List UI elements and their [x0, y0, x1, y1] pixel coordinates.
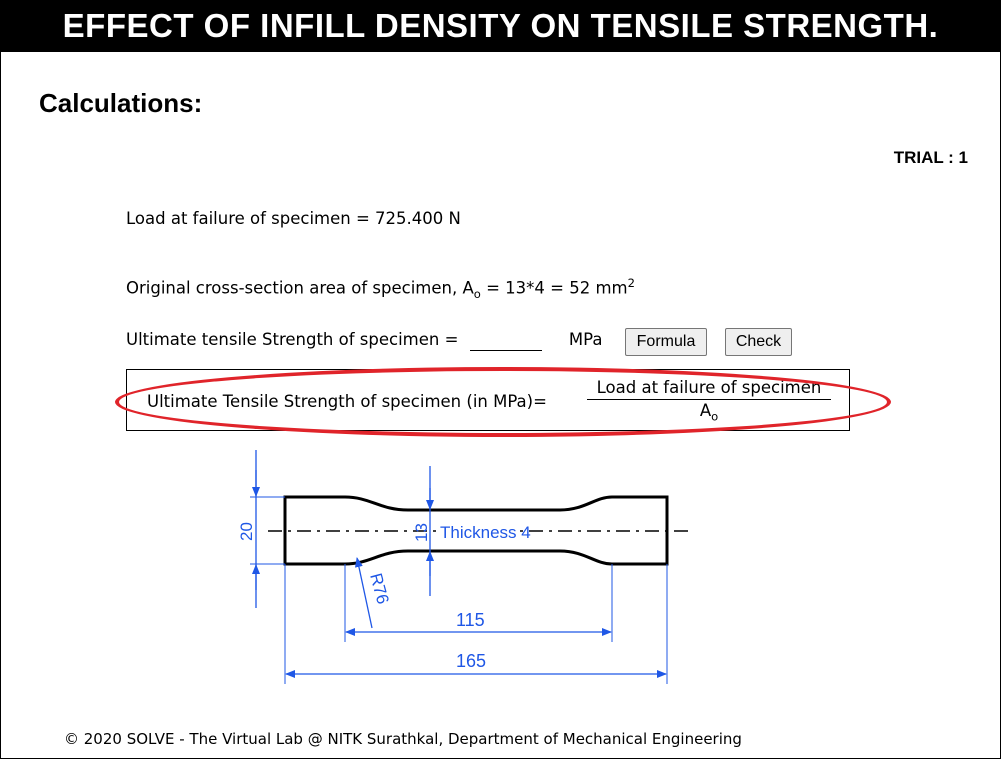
gauge-length-label: 115: [456, 610, 485, 630]
footer-copyright: © 2020 SOLVE - The Virtual Lab @ NITK Su…: [64, 730, 742, 748]
thickness-label: Thickness 4: [440, 523, 531, 542]
area-value: = 13*4 = 52 mm: [480, 278, 628, 298]
calculations-heading: Calculations:: [39, 88, 203, 118]
radius-label: R76: [366, 571, 392, 606]
trial-label: TRIAL : 1: [893, 148, 968, 167]
uts-unit: MPa: [568, 330, 603, 349]
area-subscript: o: [473, 286, 481, 301]
check-button[interactable]: Check: [725, 328, 792, 356]
dim-neck-label: 13: [412, 523, 431, 542]
uts-answer-input[interactable]: [469, 332, 542, 351]
page-title: EFFECT OF INFILL DENSITY ON TENSILE STRE…: [0, 0, 1001, 52]
dim-height-label: 20: [237, 522, 256, 541]
total-length-label: 165: [456, 651, 486, 671]
load-at-failure-text: Load at failure of specimen = 725.400 N: [126, 209, 461, 228]
cross-section-area-text: Original cross-section area of specimen,…: [126, 276, 635, 301]
area-prefix: Original cross-section area of specimen,…: [126, 278, 474, 298]
uts-label: Ultimate tensile Strength of specimen =: [126, 330, 459, 349]
highlight-ellipse: [115, 367, 891, 437]
area-superscript: 2: [627, 276, 635, 290]
formula-button[interactable]: Formula: [625, 328, 707, 356]
uts-row: Ultimate tensile Strength of specimen = …: [126, 330, 602, 351]
